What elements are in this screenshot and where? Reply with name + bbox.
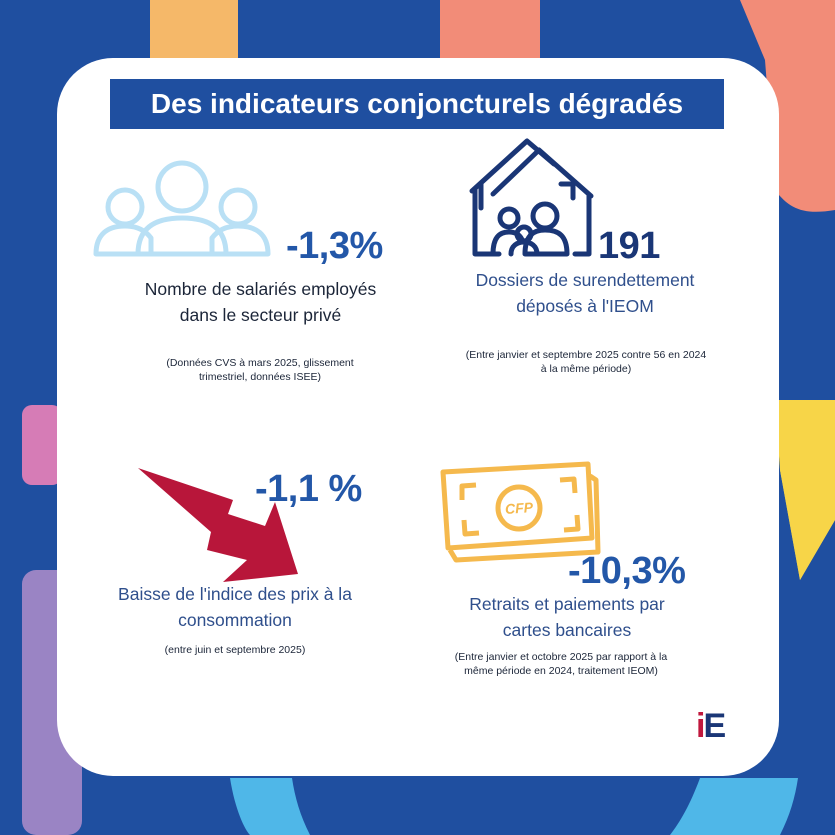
- surendettement-note: (Entre janvier et septembre 2025 contre …: [465, 349, 707, 375]
- cartes-label: Retraits et paiements par cartes bancair…: [469, 594, 665, 640]
- family-house-icon: [469, 138, 594, 257]
- cartes-value: -10,3%: [568, 550, 686, 592]
- content-card: [57, 58, 779, 776]
- salaries-value: -1,3%: [286, 225, 383, 267]
- surendettement-value: 191: [598, 225, 660, 267]
- salaries-label: Nombre de salariés employés dans le sect…: [144, 279, 377, 325]
- page-title: Des indicateurs conjoncturels dégradés: [110, 79, 724, 129]
- ieom-logo: iE: [696, 707, 726, 745]
- cartes-note: (Entre janvier et octobre 2025 par rappo…: [454, 651, 668, 677]
- surendettement-label: Dossiers de surendettement déposés à l'I…: [475, 270, 695, 316]
- prix-label: Baisse de l'indice des prix à la consomm…: [118, 584, 352, 630]
- banknote-icon: CFP: [440, 461, 601, 563]
- down-arrow-icon: [138, 468, 298, 582]
- salaries-note: (Données CVS à mars 2025, glissement tri…: [166, 357, 354, 383]
- banknote-currency: CFP: [504, 499, 534, 517]
- prix-note: (entre juin et septembre 2025): [164, 644, 306, 656]
- prix-value: -1,1 %: [255, 468, 362, 510]
- people-icon: [93, 160, 271, 257]
